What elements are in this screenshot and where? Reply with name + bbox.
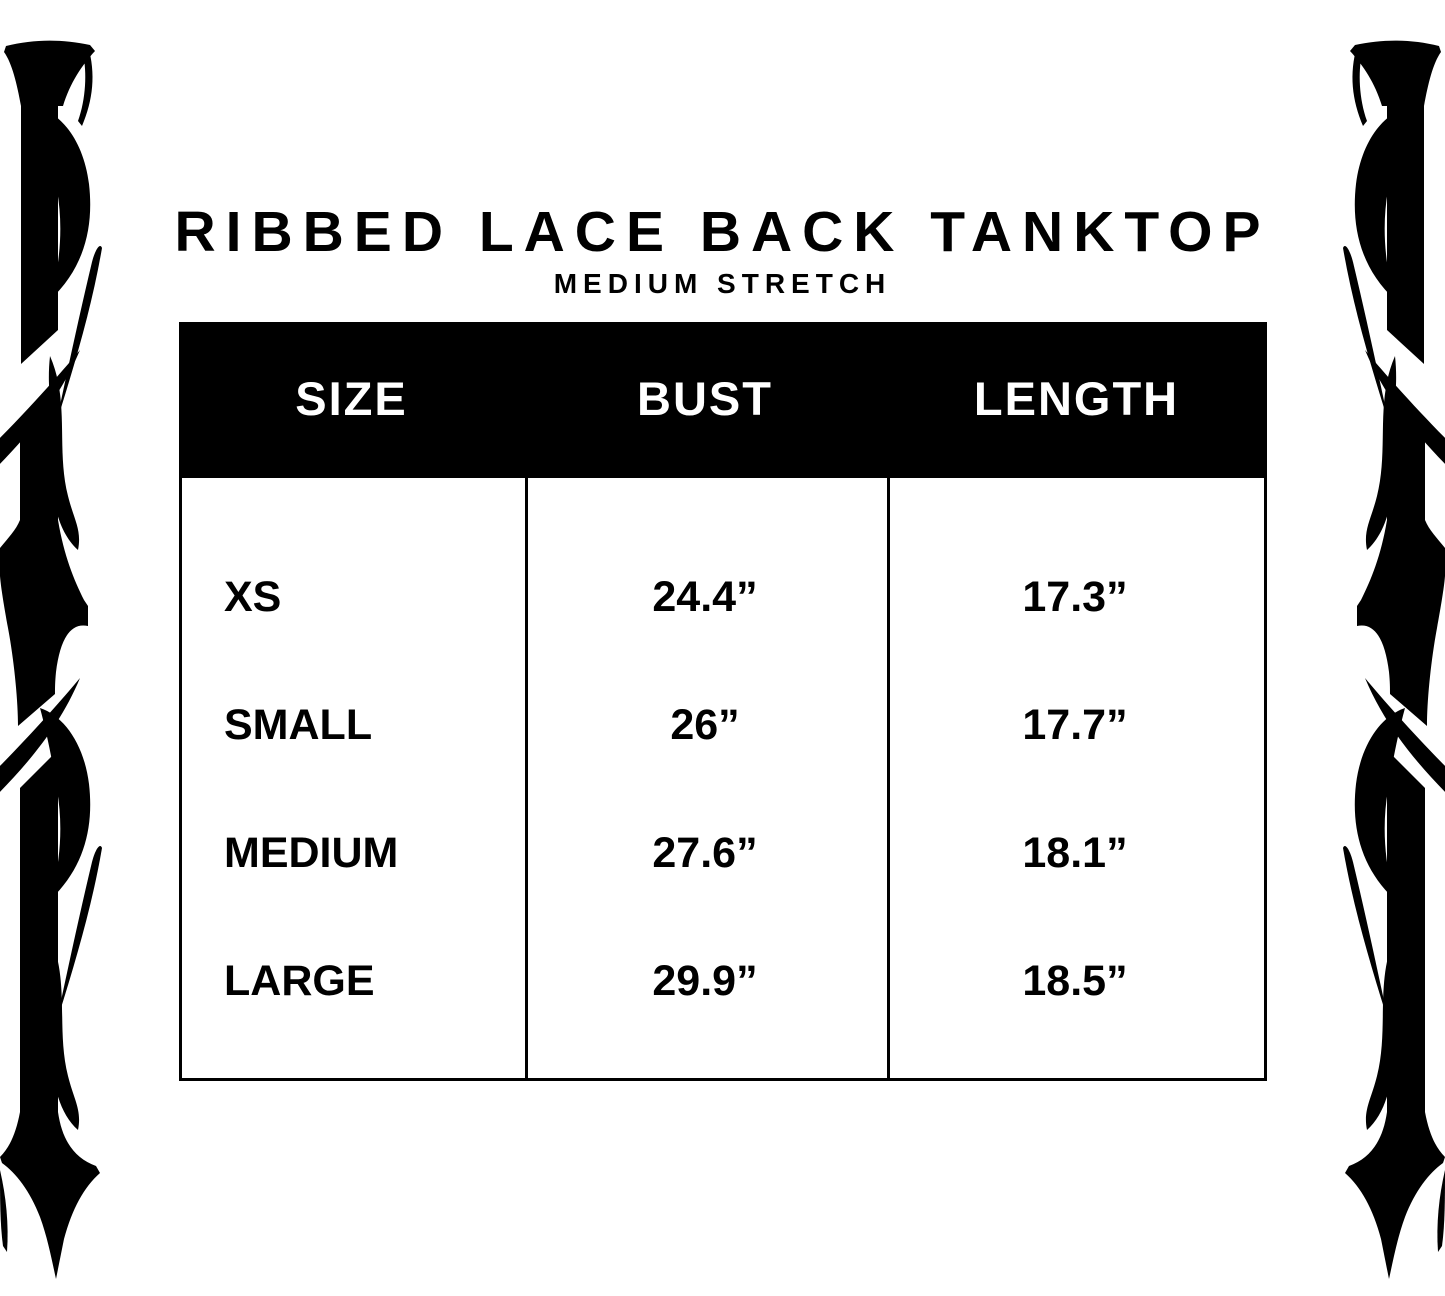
size-cell: MEDIUM: [224, 828, 399, 877]
length-cell: 18.1”: [1022, 828, 1128, 877]
size-cell: SMALL: [224, 700, 373, 749]
header-cell-bust: BUST: [637, 372, 773, 425]
size-cell: LARGE: [224, 956, 375, 1005]
header-cell-length: LENGTH: [973, 372, 1180, 425]
length-cell: 18.5”: [1022, 956, 1128, 1005]
table-header-row: SIZE BUST LENGTH: [179, 322, 1267, 475]
table-row-small: SMALL 26” 17.7”: [182, 661, 1264, 789]
table-row-xs: XS 24.4” 17.3”: [182, 533, 1264, 661]
left-ornament-icon: [0, 0, 170, 1296]
right-ornament-icon: [1275, 0, 1445, 1296]
bust-cell: 26”: [670, 700, 740, 749]
column-divider-1: [525, 478, 528, 1078]
length-cell: 17.3”: [1022, 572, 1128, 621]
table-row-medium: MEDIUM 27.6” 18.1”: [182, 789, 1264, 917]
page-subtitle: MEDIUM STRETCH: [553, 268, 892, 299]
size-chart-table: SIZE BUST LENGTH XS 24.4” 17.3” SMALL 26…: [179, 322, 1267, 1081]
bust-cell: 24.4”: [652, 572, 758, 621]
size-cell: XS: [224, 572, 282, 621]
table-body: XS 24.4” 17.3” SMALL 26” 17.7” MEDIUM 27…: [179, 475, 1267, 1081]
bust-cell: 27.6”: [652, 828, 758, 877]
table-row-large: LARGE 29.9” 18.5”: [182, 917, 1264, 1045]
page-title: RIBBED LACE BACK TANKTOP: [174, 200, 1271, 264]
header-cell-size: SIZE: [295, 372, 408, 425]
bust-cell: 29.9”: [652, 956, 758, 1005]
column-divider-2: [887, 478, 890, 1078]
length-cell: 17.7”: [1022, 700, 1128, 749]
